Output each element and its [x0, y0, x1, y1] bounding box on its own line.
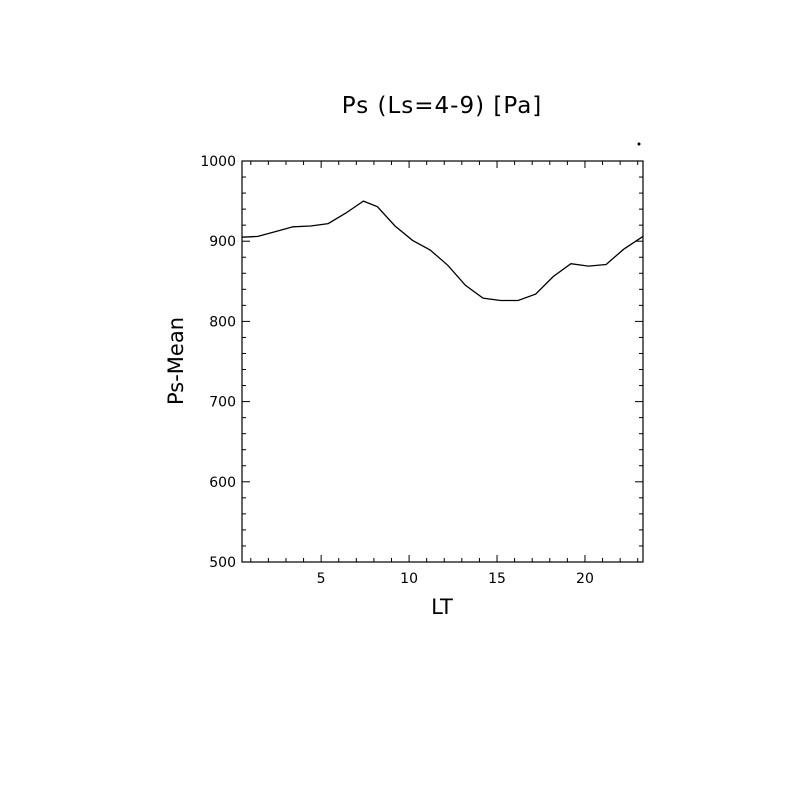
y-tick-label: 600: [209, 475, 236, 491]
y-tick-label: 700: [209, 395, 236, 411]
y-tick-label: 900: [209, 234, 236, 250]
chart-title: Ps (Ls=4-9) [Pa]: [342, 93, 543, 119]
tick-marks: [242, 160, 643, 563]
x-tick-label: 10: [400, 571, 418, 587]
x-tick-label: 20: [576, 571, 594, 587]
tick-labels: 5 10 15 20 500 600 700 800 900 1000: [200, 154, 594, 587]
plot-frame: [241, 160, 644, 563]
y-tick-label: 1000: [200, 154, 236, 170]
series-line: [241, 200, 644, 302]
corner-dot: [637, 142, 641, 146]
x-tick-label: 5: [317, 571, 326, 587]
y-tick-label: 800: [209, 314, 236, 330]
y-tick-label: 500: [209, 555, 236, 571]
x-tick-label: 15: [488, 571, 506, 587]
x-axis-label: LT: [431, 595, 453, 619]
y-axis-label: Ps-Mean: [164, 317, 188, 405]
